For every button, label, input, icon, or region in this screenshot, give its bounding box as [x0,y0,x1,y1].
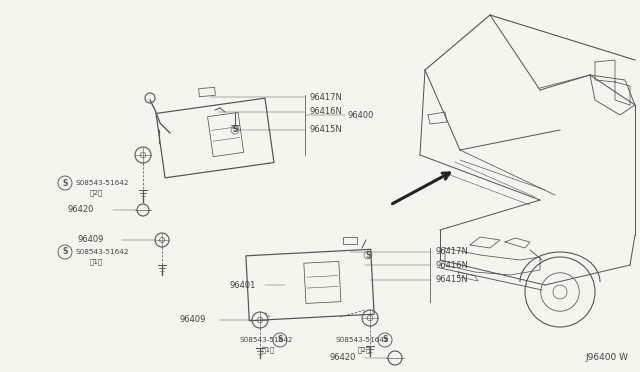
Text: 〈2〉: 〈2〉 [90,190,104,196]
Text: S: S [62,179,68,187]
Text: 96420: 96420 [330,353,356,362]
Text: 96409: 96409 [180,315,206,324]
Text: J96400 W: J96400 W [585,353,628,362]
Text: 〈2〉: 〈2〉 [358,347,371,353]
Text: 96417N: 96417N [310,93,343,102]
Text: 96415N: 96415N [310,125,343,135]
Text: S08543-51642: S08543-51642 [75,180,129,186]
Text: 96400: 96400 [347,110,373,119]
Text: 96416N: 96416N [310,108,343,116]
Text: 96420: 96420 [68,205,94,215]
Text: 96401: 96401 [230,280,257,289]
Text: 96409: 96409 [78,235,104,244]
Text: S: S [382,336,388,344]
Text: 〈1〉: 〈1〉 [90,259,104,265]
Text: S: S [365,250,371,260]
Text: 96416N: 96416N [435,260,468,269]
Text: S08543-51642: S08543-51642 [335,337,388,343]
Text: S08543-51642: S08543-51642 [240,337,294,343]
Text: S: S [62,247,68,257]
Text: S: S [277,336,283,344]
Text: 96415N: 96415N [435,276,468,285]
Text: 96417N: 96417N [435,247,468,257]
Text: 〈1〉: 〈1〉 [262,347,275,353]
Text: S08543-51642: S08543-51642 [75,249,129,255]
Text: S: S [232,125,237,135]
